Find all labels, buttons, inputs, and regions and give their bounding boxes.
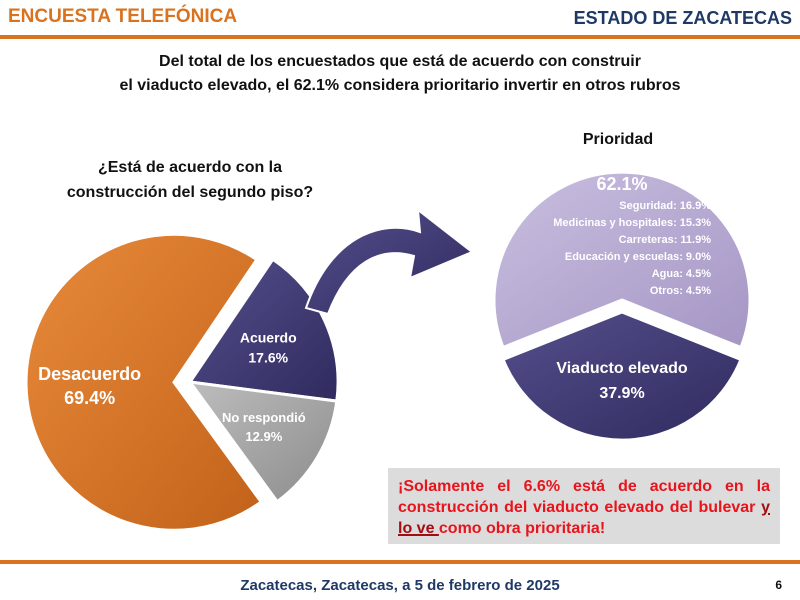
priority-pie-chart: 62.1% Viaducto elevado 37.9% Seguridad: 16.… [492,170,752,442]
slice-value-viaducto-elevado: 37.9% [599,385,644,402]
curved-arrow-icon [304,207,474,316]
pie-slice-viaducto-elevado [501,310,743,442]
pie-slice-no-respondio [186,380,339,504]
slice-label-acuerdo: Acuerdo [240,330,297,346]
breakdown-item-educacion-y-escuelas: Educación y escuelas: 9.0% [565,251,711,263]
breakdown-item-medicinas-y-hospitales: Medicinas y hospitales: 15.3% [553,217,711,229]
slice-label-desacuerdo: Desacuerdo [38,364,141,384]
survey-type-title: ENCUESTA TELEFÓNICA [8,6,238,27]
question-line-2: construcción del segundo piso? [66,184,314,201]
headline-line-2: el viaducto elevado, el 62.1% considera … [119,77,681,94]
agreement-pie-chart: Desacuerdo 69.4% Acuerdo 17.6% No respondió 1… [24,232,340,532]
slice-value-other-priorities: 62.1% [596,174,647,194]
priority-chart-title: Prioridad [582,131,654,148]
slice-label-viaducto-elevado: Viaducto elevado [556,360,688,377]
slice-value-acuerdo: 17.6% [248,350,288,366]
pie-slice-desacuerdo [24,232,264,532]
top-divider [0,35,800,39]
page-number: 6 [775,578,782,592]
callout-underlined-text: y lo ve [398,499,770,537]
breakdown-item-seguridad: Seguridad: 16.9% [619,200,711,212]
callout-box: ¡Solamente el 6.6% está de acuerdo en la… [388,468,780,544]
breakdown-item-carreteras: Carreteras: 11.9% [619,234,712,246]
headline: Del total de los encuestados que está de… [40,50,760,98]
pie-slice-acuerdo [187,257,340,403]
breakdown-item-agua: Agua: 4.5% [652,268,712,280]
pie-slice-other-priorities [492,170,752,350]
callout-text-part-2: como obra prioritaria! [438,520,606,537]
footer-location-date: Zacatecas, Zacatecas, a 5 de febrero de … [240,577,560,594]
question-line-1: ¿Está de acuerdo con la [97,159,283,176]
breakdown-item-otros: Otros: 4.5% [650,285,711,297]
state-title: ESTADO DE ZACATECAS [573,8,792,28]
callout-text-part-1: ¡Solamente el 6.6% está de acuerdo en la… [398,478,770,516]
headline-line-1: Del total de los encuestados que está de… [159,53,641,70]
slice-value-no-respondio: 12.9% [245,429,282,444]
slice-value-desacuerdo: 69.4% [64,388,115,408]
slice-label-no-respondio: No respondió [222,410,306,425]
bottom-divider [0,560,800,564]
question-text: ¿Está de acuerdo con la construcción del… [40,155,340,205]
